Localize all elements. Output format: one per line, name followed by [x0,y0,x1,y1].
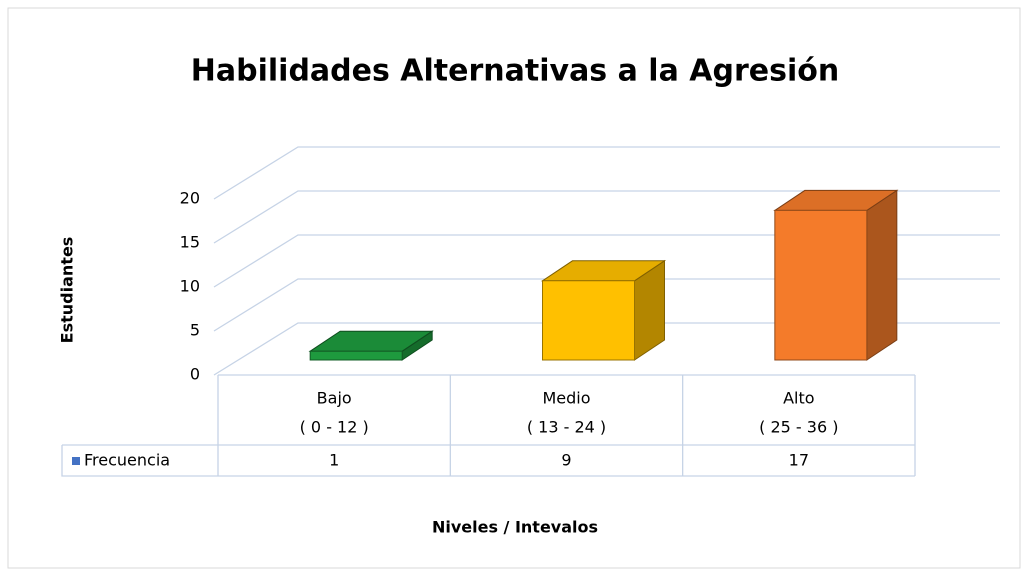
grid-line [213,190,1000,244]
grid-line [213,146,1000,200]
grid-line [213,234,1000,288]
y-tick-label: 5 [190,321,200,340]
bar [308,330,434,361]
x-tick-label: Bajo [317,389,352,408]
bar-front [309,350,403,361]
legend-swatch [72,457,80,465]
x-tick-range: ( 0 - 12 ) [300,418,369,437]
legend-label: Frecuencia [84,451,170,470]
x-axis-label: Niveles / Intevalos [432,518,598,537]
grid-line [213,278,1000,332]
table-value: 9 [561,451,571,470]
bar-front [542,280,635,361]
bar-side [866,189,898,361]
table-grid [61,375,916,477]
bar-front [774,209,868,361]
y-tick-label: 15 [180,233,200,252]
x-tick-range: ( 13 - 24 ) [527,418,606,437]
y-tick-label: 10 [180,277,200,296]
x-tick-label: Medio [542,389,590,408]
bar [540,259,667,361]
grid-line [213,322,1000,376]
table-value: 17 [789,451,809,470]
x-tick-label: Alto [783,389,814,408]
table-value: 1 [329,451,339,470]
chart-title: Habilidades Alternativas a la Agresión [191,54,839,89]
y-tick-label: 20 [180,189,200,208]
bar [773,189,899,361]
y-tick-label: 0 [190,365,200,384]
y-axis-label: Estudiantes [58,237,77,344]
x-tick-range: ( 25 - 36 ) [759,418,838,437]
